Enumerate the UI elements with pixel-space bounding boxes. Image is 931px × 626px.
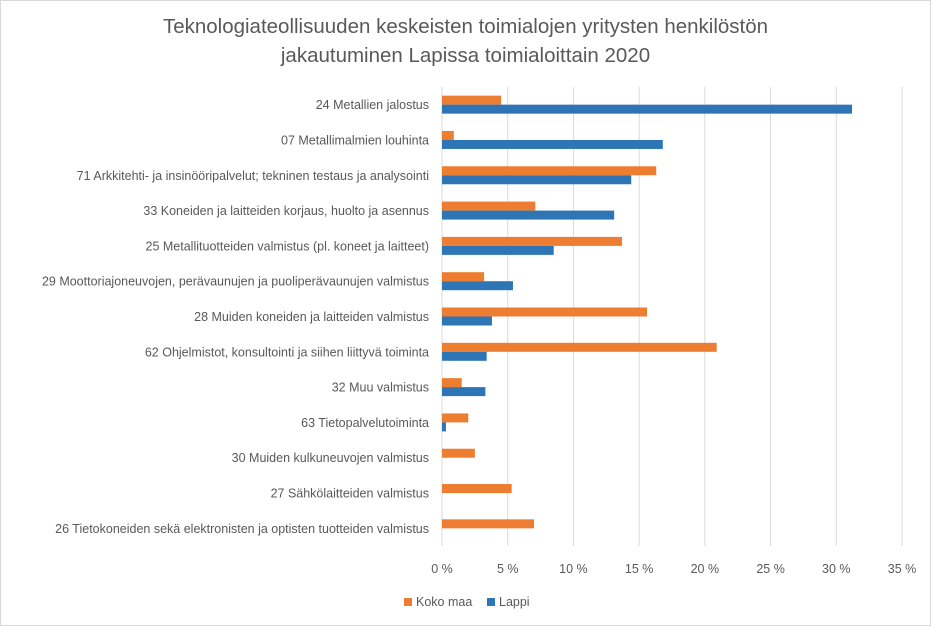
legend: Koko maa Lappi [404,595,530,609]
category-label: 07 Metallimalmien louhinta [281,133,429,147]
bar-koko-maa [442,236,623,246]
bar-koko-maa [442,307,648,317]
category-label: 25 Metallituotteiden valmistus (pl. kone… [146,239,429,253]
category-label: 28 Muiden koneiden ja laitteiden valmist… [194,310,429,324]
category-label: 32 Muu valmistus [332,381,429,395]
category-label: 33 Koneiden ja laitteiden korjaus, huolt… [143,204,429,218]
x-tick-label: 30 % [822,562,851,576]
bar-koko-maa [442,448,475,458]
category-label: 24 Metallien jalostus [316,98,429,112]
bar-koko-maa [442,130,454,140]
category-label: 29 Moottoriajoneuvojen, perävaunujen ja … [42,275,429,289]
chart-title: Teknologiateollisuuden keskeisten toimia… [0,12,931,70]
bars [442,95,853,529]
category-label: 30 Muiden kulkuneuvojen valmistus [232,451,429,465]
chart-title-line2: jakautuminen Lapissa toimialoittain 2020 [280,44,651,67]
bar-koko-maa [442,413,469,423]
legend-swatch [404,598,412,606]
category-label: 63 Tietopalvelutoiminta [301,416,429,430]
bar-lappi [442,104,853,114]
legend-label: Koko maa [416,595,472,609]
bar-lappi [442,351,487,361]
bar-lappi [442,422,446,432]
bar-koko-maa [442,166,657,176]
bar-koko-maa [442,519,534,529]
bar-lappi [442,175,632,185]
bar-koko-maa [442,201,536,211]
category-label: 27 Sähkölaitteiden valmistus [271,487,429,501]
x-tick-label: 25 % [756,562,785,576]
category-labels: 24 Metallien jalostus 07 Metallimalmien l… [42,98,429,536]
chart-title-line1: Teknologiateollisuuden keskeisten toimia… [162,15,769,38]
bar-koko-maa [442,342,717,352]
category-label: 26 Tietokoneiden sekä elektronisten ja o… [55,522,429,536]
category-label: 71 Arkkitehti- ja insinööripalvelut; tek… [77,169,429,183]
x-tick-label: 10 % [559,562,588,576]
x-tick-label: 15 % [625,562,654,576]
bar-lappi [442,139,663,149]
x-tick-label: 35 % [888,562,917,576]
x-tick-label: 5 % [497,562,519,576]
bar-koko-maa [442,95,502,105]
bar-koko-maa [442,484,512,494]
category-label: 62 Ohjelmistot, konsultointi ja siihen l… [145,345,429,359]
bar-koko-maa [442,378,462,388]
bar-lappi [442,245,554,255]
bar-lappi [442,387,486,397]
x-tick-label: 20 % [691,562,720,576]
x-tick-labels: 0 % 5 % 10 % 15 % 20 % 25 % 30 % 35 % [431,562,916,576]
bar-lappi [442,316,492,326]
legend-swatch [487,598,495,606]
legend-label: Lappi [499,595,530,609]
bar-lappi [442,281,513,291]
bar-lappi [442,210,615,220]
bar-koko-maa [442,272,485,282]
x-tick-label: 0 % [431,562,453,576]
